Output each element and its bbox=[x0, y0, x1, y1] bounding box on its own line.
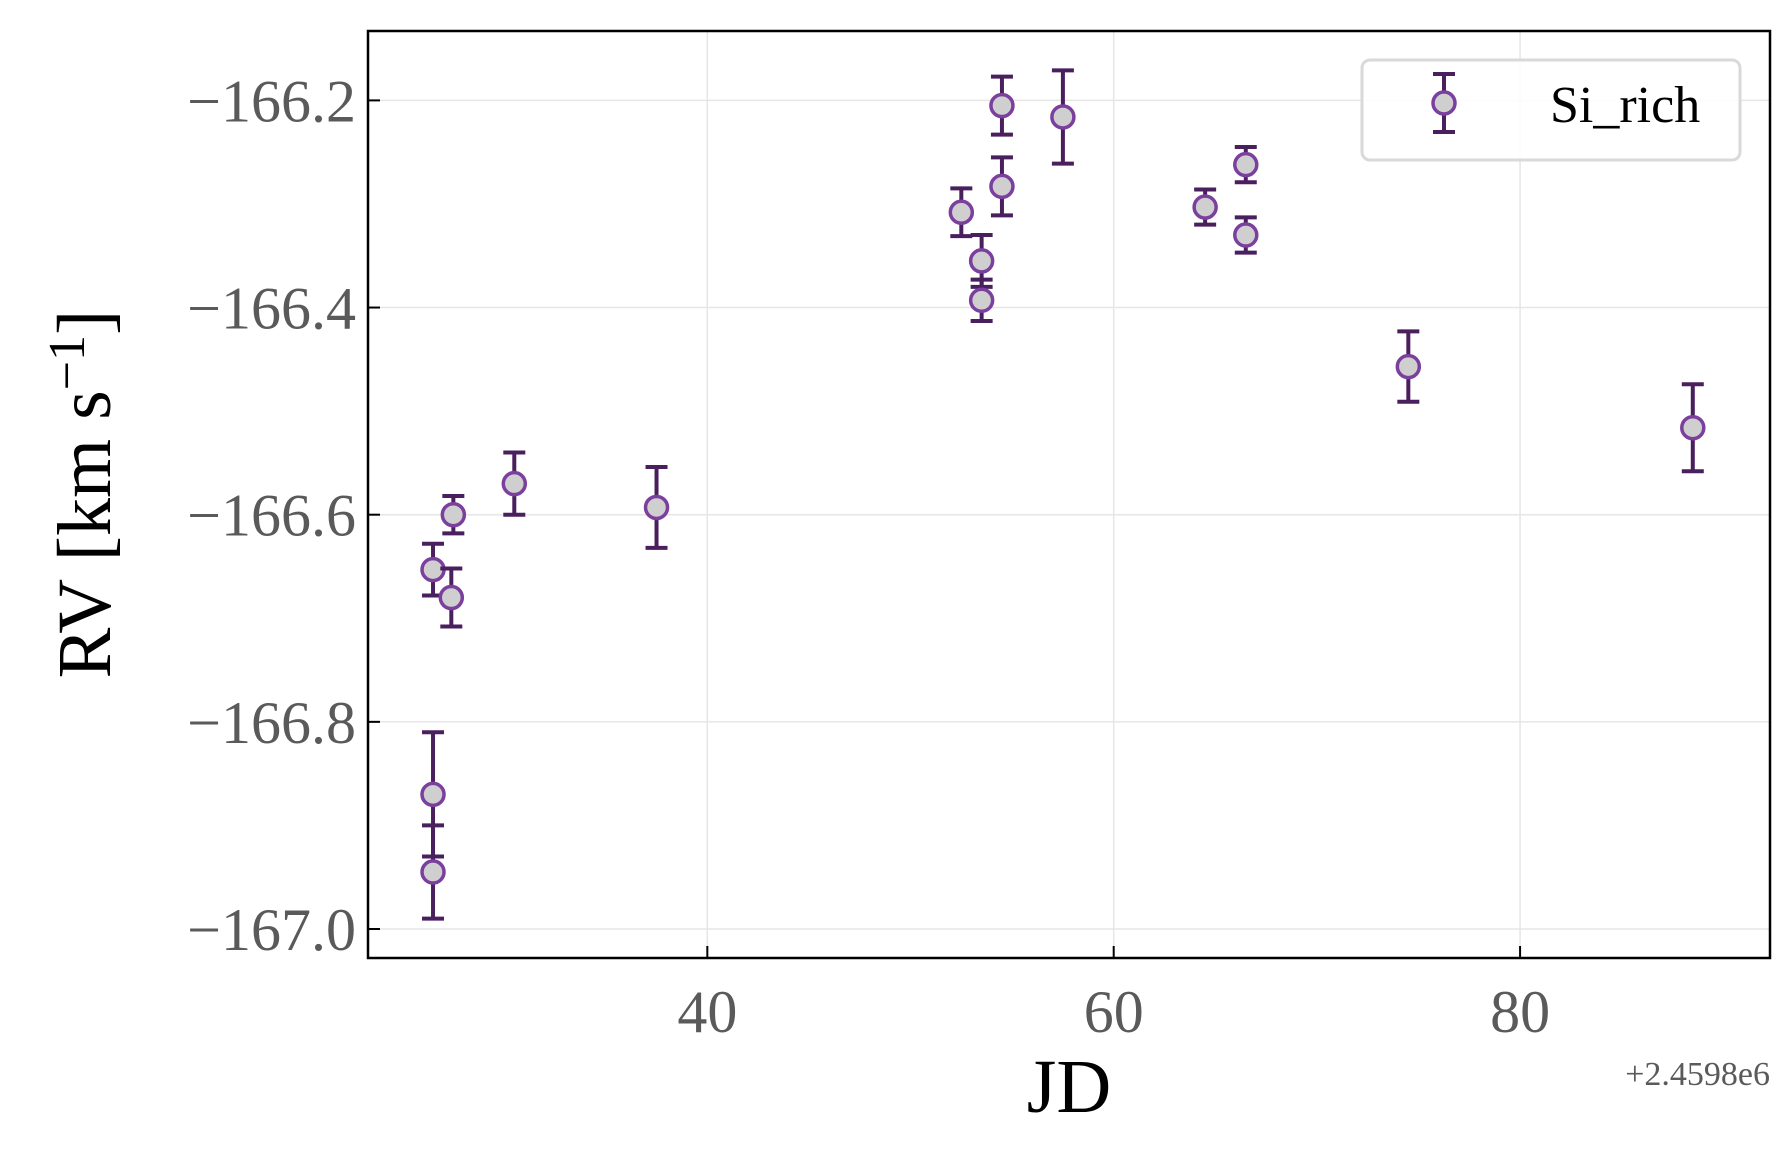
data-point bbox=[989, 92, 1015, 119]
data-point bbox=[1233, 222, 1259, 248]
axis-ticks: 40 60 80 −166.2 −166.4 −166.6 −166.8 −167.0 bbox=[187, 68, 1550, 1045]
legend-label: Si_rich bbox=[1550, 77, 1700, 134]
y-tick-label: −166.2 bbox=[187, 68, 356, 134]
x-axis-label: JD bbox=[1027, 1045, 1111, 1129]
data-point bbox=[1192, 194, 1218, 220]
data-point bbox=[420, 781, 446, 808]
data-point bbox=[438, 584, 465, 611]
data-point bbox=[948, 199, 975, 226]
data-point bbox=[1395, 353, 1422, 380]
data-points bbox=[420, 68, 1706, 921]
y-axis-label: RV [km s−1] bbox=[39, 310, 127, 679]
x-tick-label: 80 bbox=[1490, 979, 1550, 1045]
data-point bbox=[1680, 414, 1706, 441]
y-tick-label: −166.6 bbox=[187, 483, 356, 549]
x-axis-offset-label: +2.4598e6 bbox=[1625, 1056, 1770, 1093]
grid-lines bbox=[368, 31, 1770, 958]
data-point bbox=[1050, 104, 1076, 130]
legend-marker bbox=[1431, 90, 1457, 116]
data-point bbox=[440, 501, 467, 528]
legend: Si_rich bbox=[1360, 58, 1742, 162]
x-tick-label: 60 bbox=[1084, 979, 1144, 1045]
y-tick-label: −166.4 bbox=[187, 276, 356, 342]
data-point bbox=[968, 248, 995, 274]
y-axis-label-superscript: −1 bbox=[39, 335, 96, 390]
data-point bbox=[989, 173, 1015, 200]
y-axis-label-close: ] bbox=[43, 310, 127, 335]
data-point bbox=[501, 470, 528, 497]
plot-frame bbox=[366, 29, 1772, 960]
x-tick-label: 40 bbox=[677, 979, 737, 1045]
y-tick-label: −167.0 bbox=[187, 897, 356, 963]
data-point bbox=[643, 494, 670, 521]
data-point bbox=[968, 287, 995, 314]
data-point bbox=[420, 859, 446, 885]
data-point bbox=[1233, 151, 1259, 178]
y-axis-label-main: RV [km s bbox=[43, 390, 127, 678]
y-tick-label: −166.8 bbox=[187, 690, 356, 756]
legend-box bbox=[1360, 58, 1742, 162]
